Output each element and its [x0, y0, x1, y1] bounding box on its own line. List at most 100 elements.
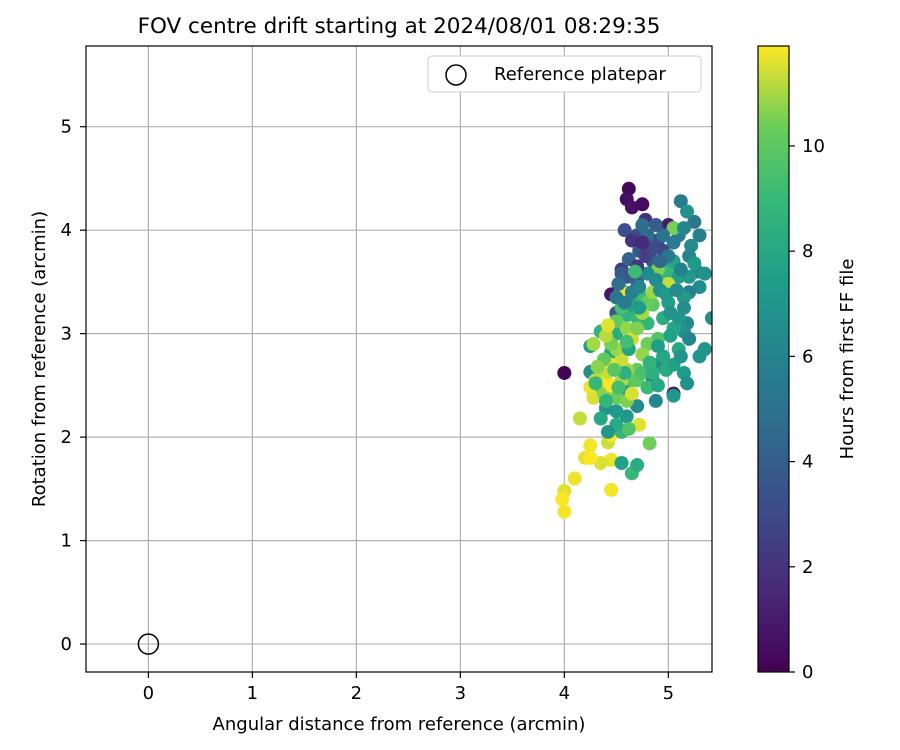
data-point: [669, 283, 684, 298]
plot-frame: [85, 45, 713, 673]
colorbar-tick-label: 10: [802, 136, 825, 157]
data-point: [697, 342, 712, 357]
data-point: [624, 233, 639, 248]
data-point: [630, 458, 645, 473]
data-point: [648, 393, 663, 408]
data-point: [557, 365, 572, 380]
data-point: [680, 204, 695, 219]
data-points: [555, 181, 712, 519]
data-point: [632, 280, 647, 295]
colorbar-tick-label: 0: [802, 662, 813, 683]
colorbar-tick-label: 6: [802, 346, 813, 367]
data-point: [673, 262, 688, 277]
data-point: [684, 238, 699, 253]
data-point: [583, 438, 598, 453]
colorbar-tick-label: 4: [802, 452, 813, 473]
data-point: [635, 197, 650, 212]
data-point: [614, 455, 629, 470]
colorbar-label: Hours from first FF file: [837, 259, 858, 460]
colorbar: 0 2 4 6 8 10 Hours from first FF file: [757, 45, 858, 683]
x-axis-label: Angular distance from reference (arcmin): [213, 714, 586, 735]
data-point: [635, 218, 650, 233]
y-tick-label: 1: [61, 531, 72, 552]
x-axis-ticks: 0 1 2 3 4 5: [143, 672, 674, 704]
data-point: [656, 349, 671, 364]
data-point: [635, 365, 650, 380]
x-tick-label: 0: [143, 683, 154, 704]
data-point: [628, 264, 643, 279]
y-tick-label: 3: [61, 324, 72, 345]
colorbar-ticks: 0 2 4 6 8 10: [789, 136, 825, 683]
data-point: [680, 376, 695, 391]
data-point: [640, 380, 655, 395]
data-point: [617, 295, 632, 310]
data-point: [619, 334, 634, 349]
data-point: [705, 311, 712, 326]
data-point: [692, 280, 707, 295]
chart-title: FOV centre drift starting at 2024/08/01 …: [138, 14, 661, 39]
y-tick-label: 0: [61, 634, 72, 655]
data-point: [555, 492, 570, 507]
x-tick-label: 5: [663, 683, 674, 704]
data-point: [642, 355, 657, 370]
data-point: [653, 254, 668, 269]
data-point: [601, 318, 616, 333]
data-point: [666, 235, 681, 250]
data-point: [656, 228, 671, 243]
data-point: [607, 362, 622, 377]
reference-point-marker: [137, 633, 160, 655]
data-point: [611, 276, 626, 291]
data-point: [661, 264, 676, 279]
colorbar-tick-label: 8: [802, 241, 813, 262]
data-point: [673, 349, 688, 364]
data-point: [632, 300, 647, 315]
data-point: [638, 249, 653, 264]
legend-box: [427, 55, 702, 93]
data-point: [630, 321, 645, 336]
legend-entry-label: Reference platepar: [494, 64, 666, 85]
data-point: [676, 300, 691, 315]
legend: Reference platepar: [427, 55, 702, 93]
data-point: [588, 376, 603, 391]
x-tick-label: 1: [247, 683, 258, 704]
data-point: [673, 194, 688, 209]
data-point: [572, 411, 587, 426]
data-point: [630, 399, 645, 414]
data-point: [567, 471, 582, 486]
data-point: [663, 305, 678, 320]
data-point: [619, 321, 634, 336]
data-point: [642, 436, 657, 451]
data-point: [650, 378, 665, 393]
data-point: [586, 336, 601, 351]
data-point: [676, 221, 691, 236]
data-point: [666, 221, 681, 236]
data-point: [635, 235, 650, 250]
data-point: [697, 266, 712, 281]
x-tick-label: 4: [559, 683, 570, 704]
data-point: [604, 482, 619, 497]
data-point: [593, 411, 608, 426]
data-point: [692, 228, 707, 243]
plot-area: 0 1 2 3 4 5 0 1 2 3 4 5: [61, 45, 713, 704]
data-point: [682, 331, 697, 346]
legend-marker-icon: [445, 64, 467, 86]
x-tick-label: 2: [351, 683, 362, 704]
data-point: [648, 218, 663, 233]
data-point: [619, 409, 634, 424]
data-point: [650, 339, 665, 354]
data-point: [640, 336, 655, 351]
data-point: [590, 359, 605, 374]
data-point: [614, 352, 629, 367]
x-tick-label: 3: [455, 683, 466, 704]
data-point: [601, 424, 616, 439]
data-point: [611, 380, 626, 395]
data-point: [666, 388, 681, 403]
data-point: [687, 214, 702, 229]
data-point: [593, 455, 608, 470]
data-point: [663, 328, 678, 343]
data-point: [617, 223, 632, 238]
data-point: [583, 450, 598, 465]
data-point: [598, 393, 613, 408]
y-tick-label: 5: [61, 117, 72, 138]
